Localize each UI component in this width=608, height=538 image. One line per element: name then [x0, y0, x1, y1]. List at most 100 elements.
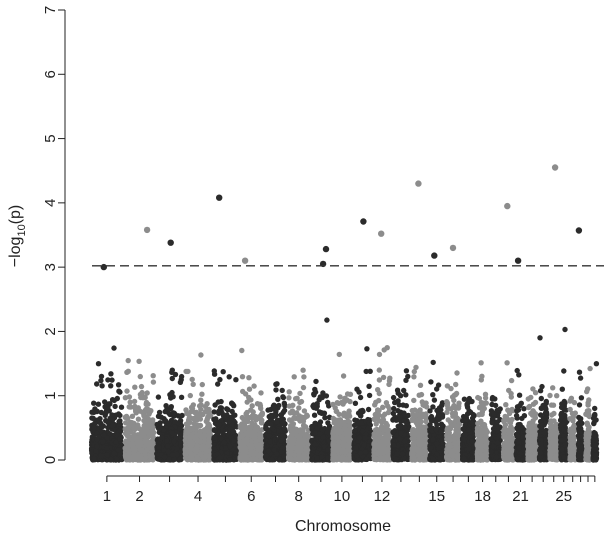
snp-point [286, 417, 293, 423]
snp-point [323, 393, 330, 399]
snp-point [105, 424, 111, 431]
snp-point [150, 373, 156, 379]
snp-point [206, 430, 213, 437]
snp-point [118, 404, 125, 410]
snp-point [286, 395, 292, 401]
snp-point [178, 394, 185, 400]
snp-point [251, 456, 258, 462]
snp-point [319, 454, 325, 460]
snp-point [325, 455, 331, 461]
snp-point [190, 402, 196, 408]
snp-point [138, 447, 144, 453]
snp-point [227, 457, 233, 463]
snp-point [312, 389, 319, 395]
snp-point [135, 416, 142, 422]
snp-point [347, 398, 353, 405]
snp-point [324, 317, 330, 323]
snp-point [109, 422, 116, 429]
snp-point [140, 409, 146, 416]
snp-point [332, 417, 338, 423]
snp-point [133, 410, 139, 416]
snp-point [289, 432, 295, 438]
snp-point [108, 371, 114, 377]
snp-point [225, 407, 231, 413]
snp-point [226, 374, 232, 380]
data-points [88, 164, 600, 463]
snp-point [211, 409, 217, 415]
snp-point [279, 387, 285, 394]
snp-point [112, 403, 118, 410]
snp-point [240, 416, 247, 422]
snp-point [300, 367, 306, 373]
x-tick-label: 10 [334, 488, 351, 505]
snp-point [217, 454, 223, 461]
snp-point [183, 368, 189, 375]
snp-point [117, 427, 124, 434]
snp-point [244, 436, 250, 442]
snp-point [124, 369, 130, 375]
snp-point [201, 432, 208, 439]
snp-point [177, 426, 183, 432]
x-tick-label: 15 [428, 488, 445, 505]
snp-point [162, 408, 168, 415]
snp-point [251, 383, 257, 389]
snp-point [266, 433, 272, 439]
snp-point [340, 436, 346, 442]
snp-point [346, 411, 352, 417]
snp-point [165, 448, 172, 455]
snp-point [248, 397, 254, 403]
y-tick-label: 5 [42, 134, 59, 142]
snp-point [150, 457, 156, 463]
snp-point [273, 381, 279, 387]
snp-point [298, 414, 305, 420]
snp-point [317, 423, 323, 429]
snp-point [314, 401, 320, 407]
x-tick-label: 25 [555, 488, 572, 505]
snp-point [197, 439, 203, 445]
snp-point [134, 441, 141, 447]
snp-point [157, 425, 163, 432]
snp-point [136, 358, 142, 364]
snp-point [225, 432, 231, 438]
snp-point [116, 447, 123, 453]
snp-point [280, 394, 286, 400]
snp-point [285, 444, 292, 450]
snp-point [217, 376, 223, 383]
snp-point [149, 426, 156, 433]
snp-point [161, 454, 168, 460]
snp-point [288, 423, 294, 429]
snp-point [91, 424, 97, 431]
snp-point [246, 386, 253, 392]
snp-point [170, 452, 176, 458]
snp-point [150, 379, 157, 385]
snp-point [204, 424, 211, 430]
snp-point [162, 418, 168, 425]
snp-point [275, 396, 281, 402]
snp-point [150, 417, 156, 423]
snp-point [98, 409, 105, 416]
snp-point [126, 394, 133, 400]
snp-point [109, 397, 116, 403]
snp-point [125, 357, 131, 364]
snp-point [240, 432, 246, 438]
snp-point [92, 420, 98, 426]
snp-point [195, 415, 201, 421]
snp-point [198, 406, 204, 412]
snp-point [280, 419, 287, 426]
snp-point [259, 411, 265, 418]
snp-point [122, 452, 129, 458]
snp-point [192, 409, 198, 416]
snp-point [138, 383, 145, 390]
snp-point [104, 404, 111, 410]
snp-point [258, 390, 264, 396]
snp-point [297, 435, 303, 441]
snp-point [184, 449, 190, 456]
snp-point [245, 457, 251, 463]
snp-point [95, 361, 102, 367]
snp-point [227, 426, 234, 432]
snp-point [124, 433, 131, 439]
snp-point [124, 388, 130, 394]
snp-point [127, 399, 133, 405]
snp-point [145, 401, 151, 407]
